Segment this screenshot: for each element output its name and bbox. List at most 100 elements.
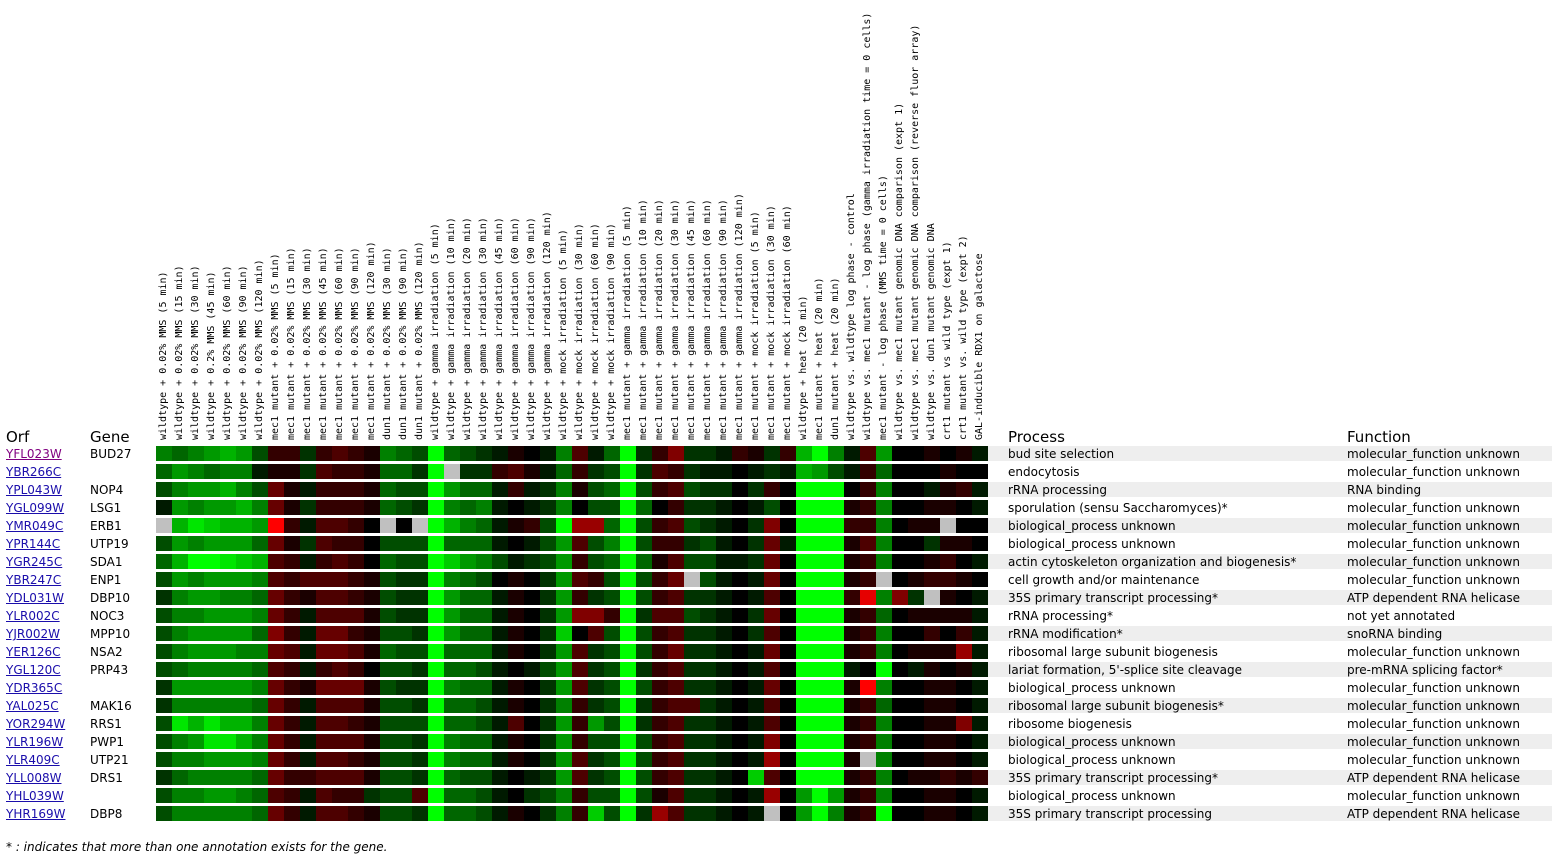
heatmap-cell[interactable] xyxy=(636,716,652,731)
heatmap-cell[interactable] xyxy=(636,770,652,785)
heatmap-cell[interactable] xyxy=(716,446,732,461)
heatmap-cell[interactable] xyxy=(556,464,572,479)
heatmap-cell[interactable] xyxy=(764,806,780,821)
heatmap-cell[interactable] xyxy=(780,716,796,731)
heatmap-cell[interactable] xyxy=(684,554,700,569)
heatmap-cell[interactable] xyxy=(668,464,684,479)
heatmap-cell[interactable] xyxy=(668,482,684,497)
heatmap-cell[interactable] xyxy=(252,590,268,605)
heatmap-cell[interactable] xyxy=(412,680,428,695)
heatmap-cell[interactable] xyxy=(188,680,204,695)
heatmap-cell[interactable] xyxy=(172,752,188,767)
heatmap-cell[interactable] xyxy=(732,752,748,767)
heatmap-cell[interactable] xyxy=(364,482,380,497)
heatmap-cell[interactable] xyxy=(908,608,924,623)
heatmap-cell[interactable] xyxy=(300,806,316,821)
heatmap-cell[interactable] xyxy=(380,446,396,461)
heatmap-cell[interactable] xyxy=(812,734,828,749)
heatmap-cell[interactable] xyxy=(332,770,348,785)
heatmap-cell[interactable] xyxy=(444,644,460,659)
heatmap-cell[interactable] xyxy=(956,482,972,497)
heatmap-cell[interactable] xyxy=(972,752,988,767)
heatmap-cell[interactable] xyxy=(540,716,556,731)
heatmap-cell[interactable] xyxy=(412,608,428,623)
heatmap-cell[interactable] xyxy=(876,734,892,749)
heatmap-cell[interactable] xyxy=(268,608,284,623)
heatmap-cell[interactable] xyxy=(620,572,636,587)
heatmap-cell[interactable] xyxy=(860,644,876,659)
heatmap-cell[interactable] xyxy=(764,716,780,731)
heatmap-cell[interactable] xyxy=(444,572,460,587)
heatmap-cell[interactable] xyxy=(172,770,188,785)
heatmap-cell[interactable] xyxy=(684,662,700,677)
heatmap-cell[interactable] xyxy=(284,590,300,605)
heatmap-cell[interactable] xyxy=(876,446,892,461)
heatmap-cell[interactable] xyxy=(524,590,540,605)
heatmap-cell[interactable] xyxy=(716,734,732,749)
heatmap-cell[interactable] xyxy=(492,608,508,623)
heatmap-cell[interactable] xyxy=(828,608,844,623)
heatmap-cell[interactable] xyxy=(604,752,620,767)
heatmap-cell[interactable] xyxy=(652,446,668,461)
orf-link[interactable]: YGR245C xyxy=(6,555,63,569)
heatmap-cell[interactable] xyxy=(204,482,220,497)
heatmap-cell[interactable] xyxy=(444,680,460,695)
heatmap-cell[interactable] xyxy=(156,788,172,803)
heatmap-cell[interactable] xyxy=(156,644,172,659)
heatmap-cell[interactable] xyxy=(540,482,556,497)
heatmap-cell[interactable] xyxy=(668,680,684,695)
heatmap-cell[interactable] xyxy=(156,698,172,713)
heatmap-cell[interactable] xyxy=(780,608,796,623)
heatmap-cell[interactable] xyxy=(684,446,700,461)
heatmap-cell[interactable] xyxy=(364,608,380,623)
heatmap-cell[interactable] xyxy=(348,734,364,749)
heatmap-cell[interactable] xyxy=(332,500,348,515)
heatmap-cell[interactable] xyxy=(748,770,764,785)
heatmap-cell[interactable] xyxy=(460,500,476,515)
heatmap-cell[interactable] xyxy=(972,806,988,821)
heatmap-cell[interactable] xyxy=(540,806,556,821)
heatmap-cell[interactable] xyxy=(412,572,428,587)
heatmap-cell[interactable] xyxy=(284,680,300,695)
heatmap-cell[interactable] xyxy=(684,680,700,695)
heatmap-cell[interactable] xyxy=(812,716,828,731)
heatmap-cell[interactable] xyxy=(428,806,444,821)
heatmap-cell[interactable] xyxy=(172,464,188,479)
heatmap-cell[interactable] xyxy=(668,626,684,641)
heatmap-cell[interactable] xyxy=(700,752,716,767)
heatmap-cell[interactable] xyxy=(172,734,188,749)
heatmap-cell[interactable] xyxy=(364,572,380,587)
heatmap-cell[interactable] xyxy=(204,608,220,623)
heatmap-cell[interactable] xyxy=(908,518,924,533)
heatmap-cell[interactable] xyxy=(428,716,444,731)
heatmap-cell[interactable] xyxy=(524,464,540,479)
heatmap-cell[interactable] xyxy=(940,788,956,803)
heatmap-cell[interactable] xyxy=(844,680,860,695)
heatmap-cell[interactable] xyxy=(508,608,524,623)
heatmap-cell[interactable] xyxy=(428,572,444,587)
heatmap-cell[interactable] xyxy=(508,500,524,515)
heatmap-cell[interactable] xyxy=(892,446,908,461)
heatmap-cell[interactable] xyxy=(876,698,892,713)
heatmap-cell[interactable] xyxy=(604,716,620,731)
heatmap-cell[interactable] xyxy=(812,644,828,659)
heatmap-cell[interactable] xyxy=(172,680,188,695)
heatmap-cell[interactable] xyxy=(668,752,684,767)
heatmap-cell[interactable] xyxy=(572,482,588,497)
heatmap-cell[interactable] xyxy=(732,482,748,497)
heatmap-cell[interactable] xyxy=(540,626,556,641)
heatmap-cell[interactable] xyxy=(268,788,284,803)
heatmap-cell[interactable] xyxy=(332,536,348,551)
heatmap-cell[interactable] xyxy=(364,734,380,749)
heatmap-cell[interactable] xyxy=(764,464,780,479)
heatmap-cell[interactable] xyxy=(604,680,620,695)
heatmap-cell[interactable] xyxy=(972,608,988,623)
heatmap-cell[interactable] xyxy=(812,788,828,803)
heatmap-cell[interactable] xyxy=(620,806,636,821)
heatmap-cell[interactable] xyxy=(540,554,556,569)
heatmap-cell[interactable] xyxy=(348,554,364,569)
heatmap-cell[interactable] xyxy=(668,554,684,569)
heatmap-cell[interactable] xyxy=(476,518,492,533)
heatmap-cell[interactable] xyxy=(252,572,268,587)
heatmap-cell[interactable] xyxy=(396,554,412,569)
